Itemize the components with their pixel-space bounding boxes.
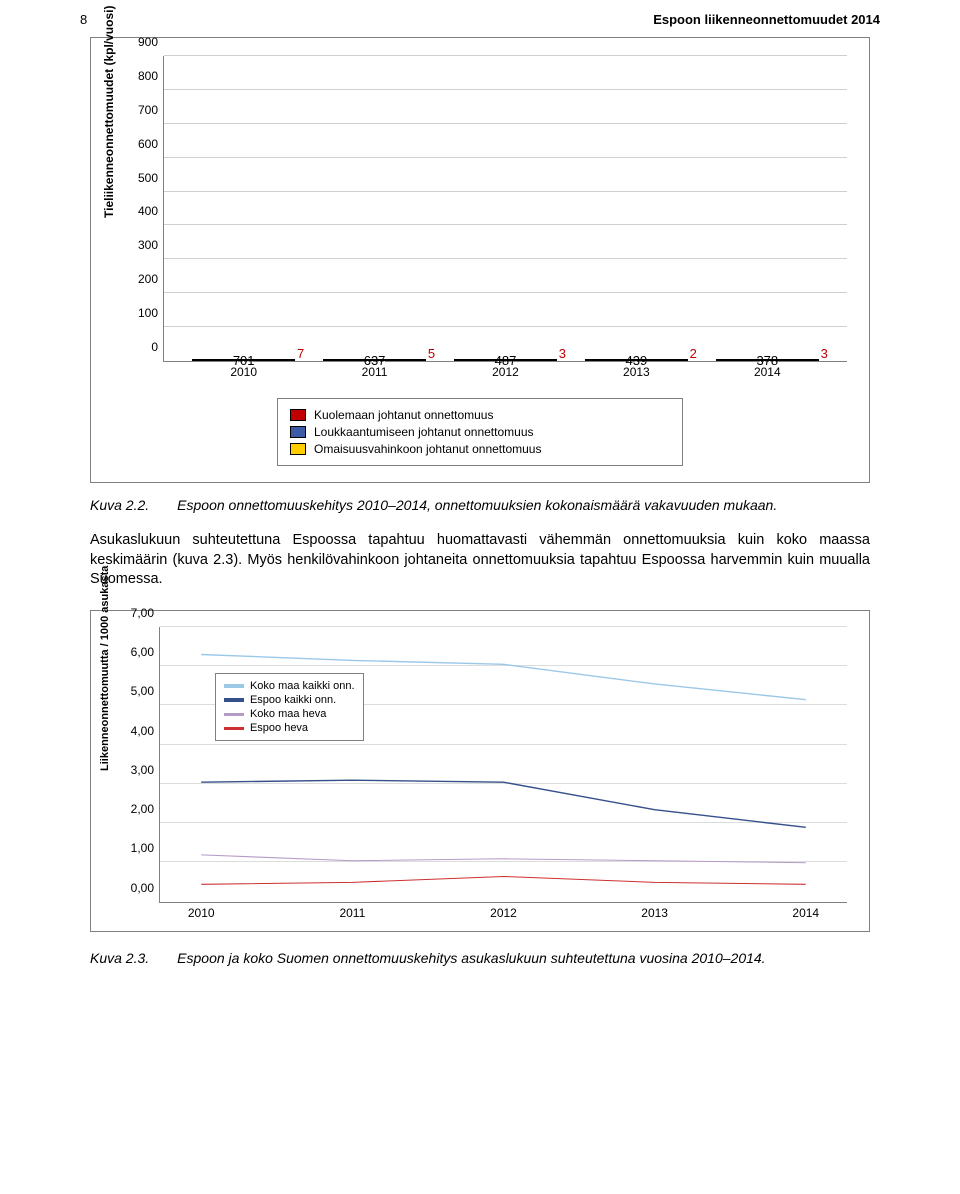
bar-death-label: 3 [559, 346, 566, 361]
line-chart-legend: Koko maa kaikki onn. Espoo kaikki onn. Kok… [215, 673, 364, 741]
bar-chart-container: Tieliikenneonnettomuudet (kpl/vuosi) 010… [90, 37, 870, 483]
line-series-koko_heva [201, 855, 806, 863]
bar-death-label: 7 [297, 346, 304, 361]
bar-segment-property: 487 [454, 359, 556, 361]
line-ytick-label: 4,00 [131, 724, 154, 738]
bar-gridline [164, 326, 847, 327]
bar-gridline [164, 191, 847, 192]
bar-gridline [164, 224, 847, 225]
bar-chart-plot-area: 0100200300400500600700800900114701720101… [163, 56, 847, 362]
line-chart-plot-area: 0,001,002,003,004,005,006,007,0020102011… [159, 627, 847, 903]
legend-stroke [224, 698, 244, 702]
legend-label: Espoo heva [250, 722, 308, 734]
bar-category-label: 2010 [192, 365, 294, 379]
bar-ytick-label: 400 [138, 204, 158, 218]
legend-label: Loukkaantumiseen johtanut onnettomuus [314, 425, 534, 439]
line-ytick-label: 5,00 [131, 684, 154, 698]
bar-chart-ylabel: Tieliikenneonnettomuudet (kpl/vuosi) [102, 6, 116, 218]
legend-stroke [224, 713, 244, 716]
bar-ytick-label: 700 [138, 103, 158, 117]
line-ytick-label: 0,00 [131, 881, 154, 895]
bar-category-label: 2012 [454, 365, 556, 379]
legend-label: Omaisuusvahinkoon johtanut onnettomuus [314, 442, 541, 456]
line-legend-item: Espoo heva [224, 722, 355, 734]
bar-gridline [164, 157, 847, 158]
legend-stroke [224, 684, 244, 688]
caption-2-text: Espoon ja koko Suomen onnettomuuskehitys… [177, 950, 765, 966]
caption-1-label: Kuva 2.2. [90, 497, 149, 513]
bar-death-label: 2 [690, 346, 697, 361]
header-title: Espoon liikenneonnettomuudet 2014 [653, 12, 880, 27]
bar-category-label: 2013 [585, 365, 687, 379]
bar-chart-legend: Kuolemaan johtanut onnettomuus Loukkaantu… [277, 398, 683, 466]
bar-segment-property: 637 [323, 359, 425, 361]
page-number: 8 [80, 12, 87, 27]
line-ytick-label: 1,00 [131, 841, 154, 855]
bar-gridline [164, 292, 847, 293]
line-ytick-label: 3,00 [131, 763, 154, 777]
bar-legend-item: Omaisuusvahinkoon johtanut onnettomuus [290, 442, 670, 456]
bar-ytick-label: 900 [138, 35, 158, 49]
line-ytick-label: 2,00 [131, 802, 154, 816]
line-series-espoo_all [201, 780, 806, 827]
bar-legend-item: Loukkaantumiseen johtanut onnettomuus [290, 425, 670, 439]
bar-category-label: 2014 [716, 365, 818, 379]
line-legend-item: Espoo kaikki onn. [224, 694, 355, 706]
bar-ytick-label: 500 [138, 171, 158, 185]
bar-ytick-label: 200 [138, 272, 158, 286]
bar-gridline [164, 123, 847, 124]
line-category-label: 2011 [339, 906, 365, 920]
bar-gridline [164, 55, 847, 56]
body-paragraph: Asukaslukuun suhteutettuna Espoossa tapa… [0, 513, 960, 600]
line-chart-ylabel: Liikenneonnettomuutta / 1000 asukasta [99, 565, 111, 770]
bar-gridline [164, 89, 847, 90]
legend-swatch [290, 409, 306, 421]
line-legend-item: Koko maa kaikki onn. [224, 680, 355, 692]
legend-label: Koko maa kaikki onn. [250, 680, 355, 692]
bar-segment-property: 701 [192, 359, 294, 361]
bar-ytick-label: 100 [138, 306, 158, 320]
bar-ytick-label: 300 [138, 238, 158, 252]
line-chart: Liikenneonnettomuutta / 1000 asukasta 0,… [91, 611, 869, 931]
legend-label: Espoo kaikki onn. [250, 694, 336, 706]
line-ytick-label: 7,00 [131, 606, 154, 620]
bar-category-label: 2011 [323, 365, 425, 379]
figure-caption-1: Kuva 2.2. Espoon onnettomuuskehitys 2010… [0, 487, 960, 513]
legend-swatch [290, 443, 306, 455]
line-category-label: 2012 [490, 906, 517, 920]
page-header: 8 Espoon liikenneonnettomuudet 2014 [0, 0, 960, 27]
line-ytick-label: 6,00 [131, 645, 154, 659]
line-category-label: 2014 [792, 906, 819, 920]
legend-swatch [290, 426, 306, 438]
bar-ytick-label: 600 [138, 137, 158, 151]
bar-death-label: 5 [428, 346, 435, 361]
bar-segment-property: 439 [585, 359, 687, 361]
line-series-espoo_heva [201, 876, 806, 884]
line-category-label: 2010 [188, 906, 215, 920]
bar-gridline [164, 258, 847, 259]
figure-caption-2: Kuva 2.3. Espoon ja koko Suomen onnettom… [0, 936, 960, 966]
line-category-label: 2013 [641, 906, 668, 920]
bar-chart: Tieliikenneonnettomuudet (kpl/vuosi) 010… [91, 38, 869, 398]
bar-legend-item: Kuolemaan johtanut onnettomuus [290, 408, 670, 422]
legend-label: Koko maa heva [250, 708, 326, 720]
bar-ytick-label: 0 [151, 340, 158, 354]
caption-2-label: Kuva 2.3. [90, 950, 149, 966]
bar-death-label: 3 [821, 346, 828, 361]
legend-label: Kuolemaan johtanut onnettomuus [314, 408, 493, 422]
bar-segment-property: 378 [716, 359, 818, 361]
line-legend-item: Koko maa heva [224, 708, 355, 720]
line-chart-container: Liikenneonnettomuutta / 1000 asukasta 0,… [90, 610, 870, 932]
bar-ytick-label: 800 [138, 69, 158, 83]
caption-1-text: Espoon onnettomuuskehitys 2010–2014, onn… [177, 497, 777, 513]
line-chart-svg [160, 627, 847, 902]
legend-stroke [224, 727, 244, 730]
